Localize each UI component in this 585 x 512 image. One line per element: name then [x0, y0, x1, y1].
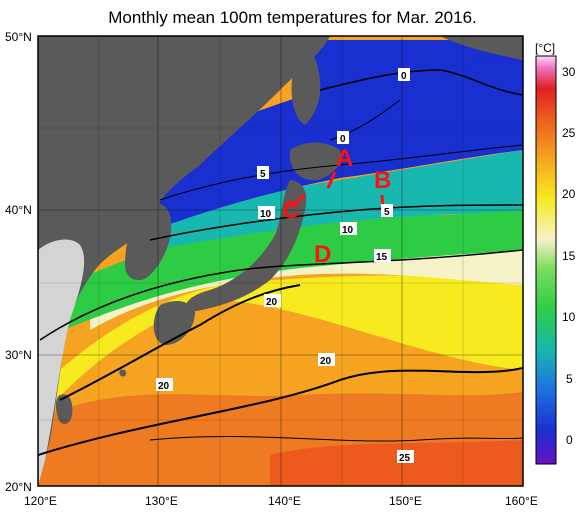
contour-label-5-west: 5	[260, 169, 266, 180]
lon-label-150e: 150°E	[389, 494, 422, 508]
contour-label-10-west: 10	[260, 209, 272, 220]
contour-label-0-hokkaido: 0	[340, 134, 346, 145]
region-label-b: B	[374, 167, 391, 194]
colorbar-tick-20: 20	[562, 187, 576, 201]
region-label-a: A	[336, 145, 353, 172]
lon-label-130e: 130°E	[145, 494, 178, 508]
region-a-marker	[326, 171, 337, 189]
contour-label-15: 15	[376, 252, 388, 263]
map-frame	[37, 35, 524, 487]
map-title: Monthly mean 100m temperatures for Mar. …	[108, 8, 477, 27]
lat-label-20n: 20°N	[5, 480, 32, 494]
colorbar-tick-10: 10	[562, 310, 576, 324]
colorbar-gradient	[535, 55, 557, 465]
contour-label-5-east: 5	[384, 207, 390, 218]
lat-label-30n: 30°N	[5, 348, 32, 362]
colorbar-tick-30: 30	[562, 65, 576, 79]
contour-label-25: 25	[399, 453, 411, 464]
contour-label-20-north: 20	[266, 297, 278, 308]
colorbar-tick-5: 5	[566, 372, 573, 386]
lon-label-120e: 120°E	[24, 494, 57, 508]
lat-label-50n: 50°N	[5, 30, 32, 44]
contour-label-20-center: 20	[320, 356, 332, 367]
contour-label-0-north: 0	[401, 71, 407, 82]
colorbar-tick-0: 0	[566, 433, 573, 447]
lat-label-40n: 40°N	[5, 203, 32, 217]
colorbar-tick-15: 15	[562, 249, 576, 263]
region-c-marker	[289, 193, 306, 210]
contour-label-20-west: 20	[158, 381, 170, 392]
colorbar: [°C] 30 25 20 15 10 5 0	[535, 41, 576, 465]
lon-label-140e: 140°E	[268, 494, 301, 508]
colorbar-tick-25: 25	[562, 126, 576, 140]
lon-label-160e: 160°E	[505, 494, 538, 508]
colorbar-unit: [°C]	[535, 41, 555, 55]
map-plot-area: A B C D 0 0 5 5 10 10 15 20 20 2	[38, 36, 523, 486]
region-label-d: D	[314, 241, 331, 268]
contour-labels: 0 0 5 5 10 10 15 20 20 20 25	[156, 68, 414, 464]
contour-label-10-east: 10	[342, 225, 354, 236]
